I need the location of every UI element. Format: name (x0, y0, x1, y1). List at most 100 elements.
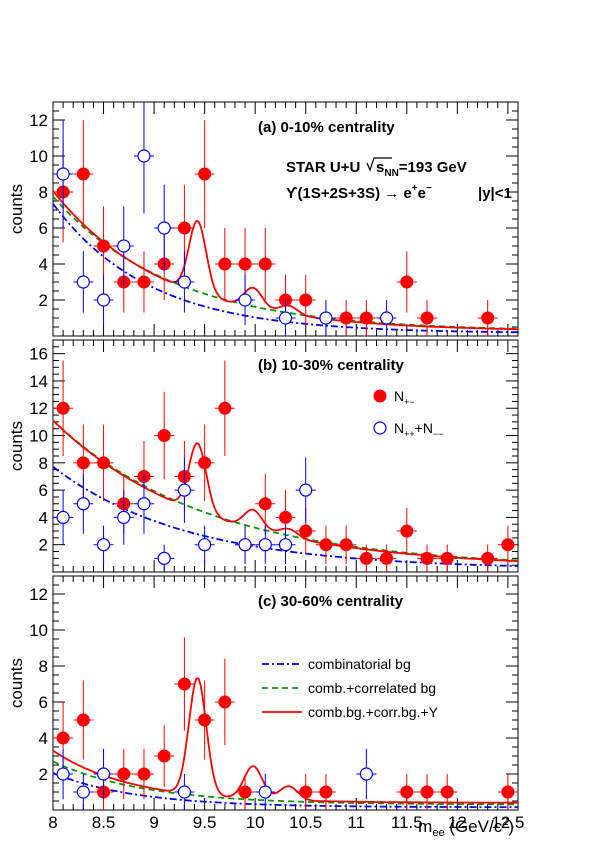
data-point-opposite-sign (218, 401, 232, 415)
y-tick-label: 6 (39, 481, 48, 500)
data-point-opposite-sign (218, 695, 232, 709)
experiment-label: STAR U+U (286, 159, 360, 176)
y-tick-label: 14 (29, 372, 48, 391)
data-point-opposite-sign (137, 275, 151, 289)
y-tick-label: 12 (29, 585, 48, 604)
panel-title: (c) 30-60% centrality (258, 593, 404, 610)
data-point-like-sign (137, 149, 151, 163)
y-axis-title: counts (7, 658, 26, 708)
data-point-opposite-sign (177, 677, 191, 691)
data-point-opposite-sign (400, 524, 414, 538)
data-point-opposite-sign (400, 785, 414, 799)
y-tick-label: 10 (29, 147, 48, 166)
data-point-like-sign (117, 239, 131, 253)
y-tick-label: 12 (29, 111, 48, 130)
data-point-like-sign (359, 767, 373, 781)
y-axis-title: counts (7, 184, 26, 234)
data-point-like-sign (177, 483, 192, 497)
y-tick-label: 16 (29, 345, 48, 364)
x-tick-label: 10 (246, 813, 265, 832)
data-point-opposite-sign (198, 167, 212, 181)
y-tick-label: 2 (39, 765, 48, 784)
legend-label: comb.bg.+corr.bg.+Υ (308, 704, 439, 720)
fit-curve-dashed (52, 760, 518, 806)
data-point-like-sign (177, 275, 192, 289)
x-tick-label: 9 (149, 813, 158, 832)
data-point-opposite-sign (420, 551, 434, 565)
y-tick-label: 4 (39, 255, 48, 274)
x-axis-title: mee (GeV/c2) (418, 816, 514, 839)
sqrt-symbol (366, 157, 392, 172)
energy-label: =193 GeV (399, 159, 467, 176)
data-point-opposite-sign (380, 551, 394, 565)
data-point-like-sign (96, 767, 111, 781)
data-point-opposite-sign (299, 524, 313, 538)
x-tick-label: 10.5 (289, 813, 322, 832)
data-point-like-sign (278, 538, 293, 552)
data-point-opposite-sign (117, 767, 131, 781)
data-point-opposite-sign (137, 767, 151, 781)
rapidity-label: |y|<1 (478, 185, 512, 202)
data-point-opposite-sign (501, 538, 515, 552)
fit-curve-dashdot (52, 772, 518, 809)
data-point-opposite-sign (501, 785, 515, 799)
x-tick-label: 8.5 (92, 813, 116, 832)
legend-label: N+++N−− (394, 420, 443, 439)
data-point-like-sign (96, 538, 111, 552)
data-point-like-sign (379, 311, 394, 325)
data-point-like-sign (76, 275, 90, 289)
y-tick-label: 8 (39, 454, 48, 473)
legend-label: comb.+correlated bg (308, 680, 436, 696)
data-point-like-sign (56, 167, 70, 181)
legend-marker-filled (373, 389, 387, 403)
data-point-opposite-sign (56, 731, 70, 745)
y-tick-label: 2 (39, 291, 48, 310)
y-tick-label: 12 (29, 399, 48, 418)
data-point-like-sign (56, 767, 70, 781)
data-point-like-sign (137, 497, 151, 511)
data-point-like-sign (198, 538, 212, 552)
x-tick-label: 11.5 (391, 813, 423, 832)
legend-label: combinatorial bg (308, 656, 411, 672)
decay-label: ϒ(1S+2S+3S) → e+e− (286, 183, 432, 202)
panel-c: 2 4 6 8 10 12 8 8.5 9 9.5 10 10.5 11 11.5 12 12.5 counts… (7, 575, 524, 839)
data-point-like-sign (177, 785, 192, 799)
data-point-opposite-sign (238, 785, 252, 799)
data-point-like-sign (258, 785, 272, 799)
data-point-opposite-sign (440, 551, 454, 565)
data-point-opposite-sign (76, 456, 90, 470)
data-point-opposite-sign (339, 311, 353, 325)
data-point-opposite-sign (97, 239, 111, 253)
y-axis-title: counts (7, 421, 26, 471)
data-point-opposite-sign (339, 538, 353, 552)
y-tick-label: 6 (39, 219, 48, 238)
x-tick-label: 9.5 (193, 813, 217, 832)
x-tick-label: 12.5 (491, 813, 524, 832)
data-point-opposite-sign (56, 401, 70, 415)
panel-b: 2 4 6 8 10 12 14 16 counts (b) 10-30% centrality N… (7, 339, 519, 573)
data-point-opposite-sign (258, 497, 272, 511)
data-point-opposite-sign (76, 713, 90, 727)
legend-label: N+− (394, 388, 415, 407)
data-point-opposite-sign (198, 456, 212, 470)
data-point-opposite-sign (400, 275, 414, 289)
fit-curve-dashdot (52, 203, 519, 334)
data-point-like-sign (299, 483, 313, 497)
data-point-opposite-sign (359, 551, 373, 565)
data-point-opposite-sign (218, 257, 232, 271)
data-point-opposite-sign (238, 257, 252, 271)
data-point-like-sign (238, 538, 252, 552)
data-point-like-sign (96, 293, 111, 307)
data-point-like-sign (76, 497, 90, 511)
y-tick-label: 4 (39, 508, 48, 527)
data-point-opposite-sign (420, 311, 434, 325)
data-point-opposite-sign (319, 785, 333, 799)
data-point-like-sign (157, 221, 171, 235)
y-tick-label: 4 (39, 729, 48, 748)
data-point-opposite-sign (76, 167, 90, 181)
data-point-opposite-sign (319, 538, 333, 552)
panel-a: 2 4 6 8 10 12 counts (a) 0-10% centrality (7, 101, 519, 337)
data-point-opposite-sign (279, 510, 292, 524)
y-tick-label: 8 (39, 657, 48, 676)
